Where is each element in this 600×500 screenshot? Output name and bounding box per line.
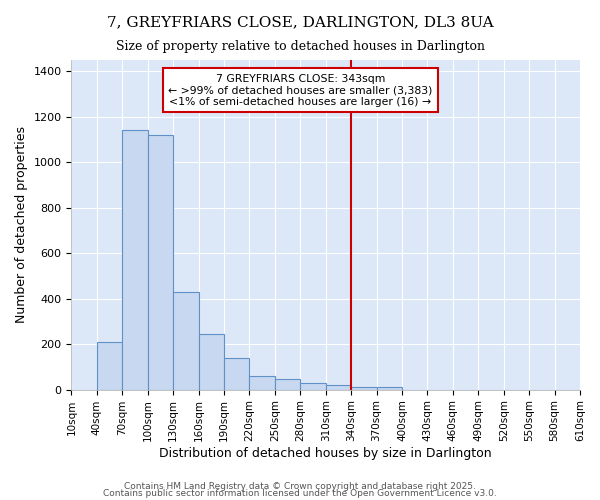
Bar — [122, 130, 148, 390]
Bar — [173, 292, 199, 390]
Y-axis label: Number of detached properties: Number of detached properties — [15, 126, 28, 324]
Text: Contains public sector information licensed under the Open Government Licence v3: Contains public sector information licen… — [103, 490, 497, 498]
X-axis label: Distribution of detached houses by size in Darlington: Distribution of detached houses by size … — [160, 447, 492, 460]
Text: Size of property relative to detached houses in Darlington: Size of property relative to detached ho… — [115, 40, 485, 53]
Bar — [275, 380, 300, 390]
Bar — [351, 388, 377, 390]
Bar — [97, 342, 122, 390]
Bar — [326, 385, 351, 390]
Bar — [199, 334, 224, 390]
Bar — [377, 388, 402, 390]
Text: Contains HM Land Registry data © Crown copyright and database right 2025.: Contains HM Land Registry data © Crown c… — [124, 482, 476, 491]
Text: 7 GREYFRIARS CLOSE: 343sqm
← >99% of detached houses are smaller (3,383)
<1% of : 7 GREYFRIARS CLOSE: 343sqm ← >99% of det… — [168, 74, 433, 107]
Bar — [300, 383, 326, 390]
Bar — [250, 376, 275, 390]
Bar — [148, 135, 173, 390]
Text: 7, GREYFRIARS CLOSE, DARLINGTON, DL3 8UA: 7, GREYFRIARS CLOSE, DARLINGTON, DL3 8UA — [107, 15, 493, 29]
Bar — [224, 358, 250, 390]
